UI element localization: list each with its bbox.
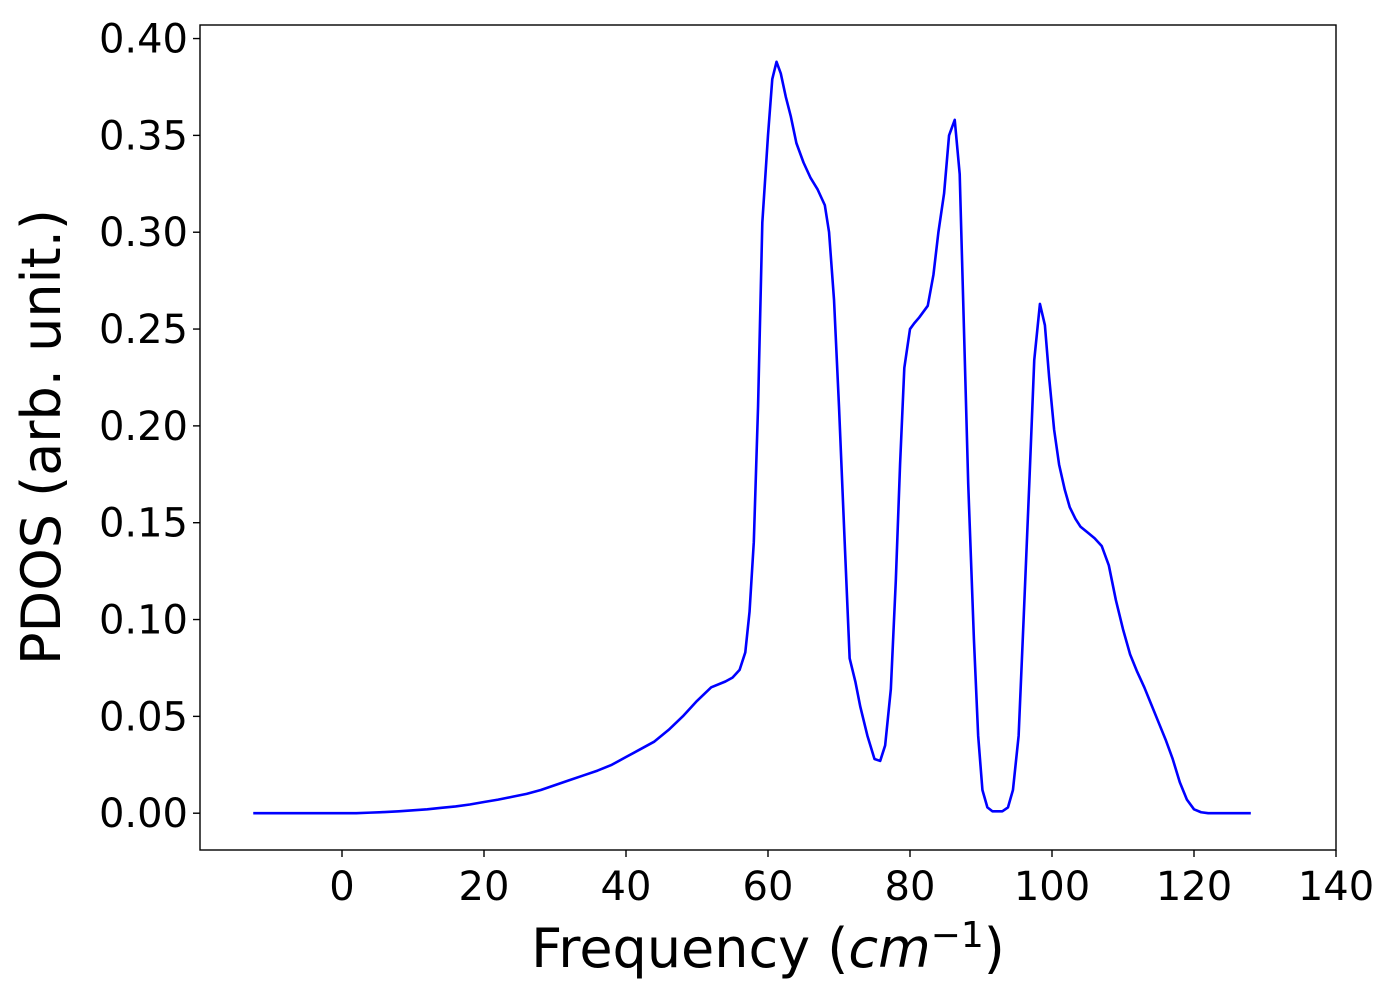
x-tick-label: 80 [885,864,936,910]
y-axis-ticks: 0.00 0.05 0.10 0.15 0.20 0.25 0.30 0.35 0.40 [99,17,200,837]
x-tick-label: 20 [459,864,510,910]
y-axis-title: PDOS (arb. unit.) [10,209,73,665]
x-tick-label: 0 [329,864,354,910]
x-tick-label: 100 [1014,864,1090,910]
y-tick-label: 0.35 [99,113,188,159]
y-tick-label: 0.40 [99,17,188,63]
x-tick-label: 40 [601,864,652,910]
x-tick-label: 60 [743,864,794,910]
x-axis-title: Frequency (cm−1) [531,915,1005,981]
y-tick-label: 0.10 [99,598,188,644]
y-tick-label: 0.25 [99,307,188,353]
x-tick-label: 140 [1298,864,1374,910]
y-tick-label: 0.20 [99,404,188,450]
y-tick-label: 0.05 [99,694,188,740]
y-tick-label: 0.30 [99,210,188,256]
plot-area-frame [199,24,1337,851]
y-tick-label: 0.15 [99,501,188,547]
x-axis-ticks: 0 20 40 60 80 100 120 140 [329,850,1374,910]
pdos-line [253,60,1251,815]
x-tick-label: 120 [1156,864,1232,910]
y-tick-label: 0.00 [99,791,188,837]
series-layer [253,60,1251,815]
